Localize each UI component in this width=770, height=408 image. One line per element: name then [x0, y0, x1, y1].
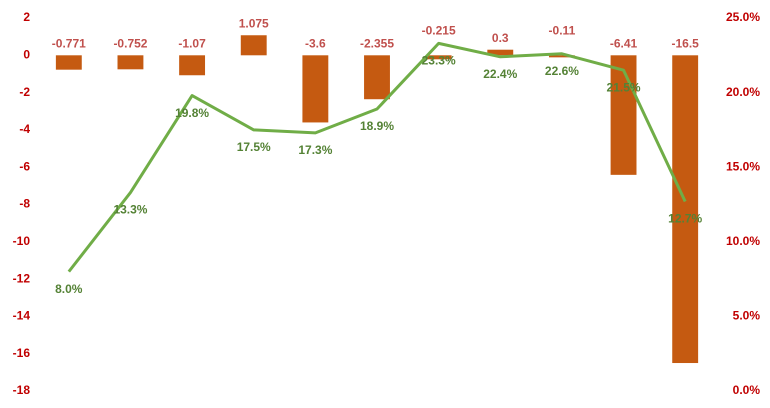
bar [55, 55, 82, 70]
bar [302, 55, 329, 123]
bar [610, 55, 637, 175]
bar [240, 35, 267, 56]
line-value-label: 22.6% [545, 64, 579, 78]
line-value-label: 17.5% [237, 140, 271, 154]
y-tick-label: -12 [13, 271, 31, 285]
y2-tick-label: 10.0% [726, 234, 760, 248]
line-value-label: 22.4% [483, 67, 517, 81]
y-tick-label: -8 [19, 197, 30, 211]
y2-tick-label: 0.0% [733, 383, 761, 397]
y2-tick-label: 20.0% [726, 85, 760, 99]
bar [117, 55, 144, 70]
y-tick-label: -4 [19, 122, 30, 136]
line-value-label: 18.9% [360, 119, 394, 133]
bar [425, 55, 452, 60]
bar-value-label: 1.075 [239, 16, 269, 30]
line [67, 41, 687, 273]
y2-tick-label: 15.0% [726, 159, 760, 173]
y-tick-label: -14 [13, 309, 31, 323]
y-tick-label: -10 [13, 234, 31, 248]
line-value-label: 12.7% [668, 212, 702, 226]
y2-tick-label: 25.0% [726, 10, 760, 24]
line-value-label: 21.5% [607, 80, 641, 94]
bar-value-label: -0.11 [549, 23, 576, 37]
line-value-label: 23.3% [422, 54, 456, 68]
line-value-label: 13.3% [113, 203, 147, 217]
line-value-label: 19.8% [175, 106, 209, 120]
bar-value-label: -1.07 [178, 36, 206, 50]
line-value-label: 17.3% [298, 143, 332, 157]
line-value-label: 8.0% [55, 282, 83, 296]
y-tick-label: 2 [23, 10, 30, 24]
bar [548, 55, 575, 58]
y-tick-label: -18 [13, 383, 31, 397]
bar-value-label: 0.3 [492, 31, 509, 45]
bar [672, 55, 699, 364]
bar-value-label: -0.215 [422, 23, 456, 37]
bar-value-label: -16.5 [672, 36, 700, 50]
y-tick-label: -2 [19, 85, 30, 99]
bar [179, 55, 206, 76]
bar [487, 49, 514, 56]
bar-value-label: -6.41 [610, 36, 638, 50]
bar-value-label: -3.6 [305, 36, 326, 50]
bar-value-label: -0.752 [113, 36, 147, 50]
y-tick-label: 0 [23, 47, 30, 61]
bar-value-label: -2.355 [360, 36, 394, 50]
y-tick-label: -6 [19, 159, 30, 173]
bar [364, 55, 390, 100]
bar-value-label: -0.771 [52, 36, 86, 50]
y-tick-label: -16 [13, 346, 31, 360]
y2-tick-label: 5.0% [733, 309, 761, 323]
